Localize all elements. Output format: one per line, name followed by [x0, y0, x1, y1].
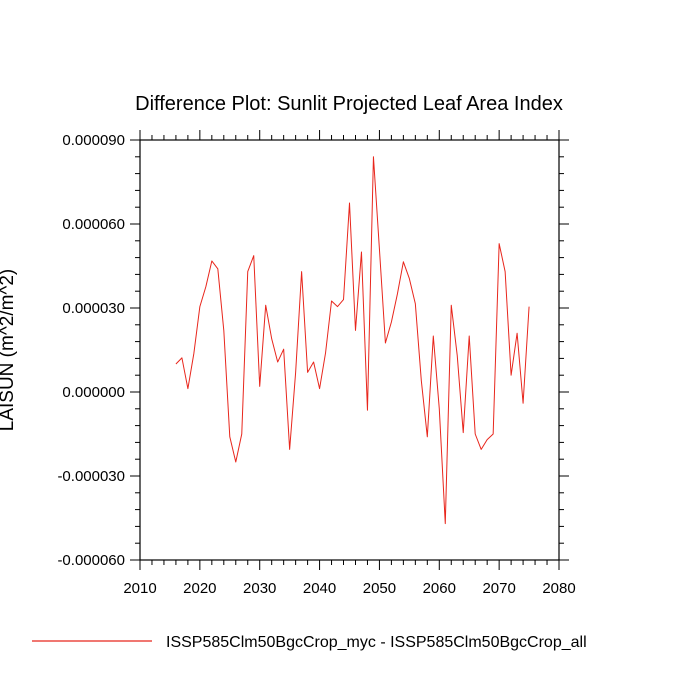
y-tick-label: 0.000060	[62, 216, 125, 233]
x-tick-label: 2060	[423, 580, 456, 597]
y-tick-label: -0.000030	[57, 468, 125, 485]
x-tick-label: 2080	[542, 580, 575, 597]
series-layer	[175, 156, 530, 525]
legend-entry: ISSP585Clm50BgcCrop_myc - ISSP585Clm50Bg…	[166, 634, 587, 651]
x-tick-label: 2070	[482, 580, 515, 597]
x-tick-label: 2020	[183, 580, 216, 597]
axis-tick-labels: 2010 2020 2030 2040 2050 2060 2070 2080 -0.00006…	[57, 132, 575, 597]
y-tick-label: 0.000030	[62, 300, 125, 317]
x-tick-label: 2010	[123, 580, 156, 597]
y-tick-label: -0.000060	[57, 552, 125, 569]
y-tick-label: 0.000090	[62, 132, 125, 149]
chart-title: Difference Plot: Sunlit Projected Leaf A…	[135, 93, 563, 115]
legend: ISSP585Clm50BgcCrop_myc - ISSP585Clm50Bg…	[32, 634, 587, 651]
y-tick-label: 0.000000	[62, 384, 125, 401]
x-tick-label: 2040	[303, 580, 336, 597]
series-line	[175, 156, 530, 525]
plot-frame	[139, 139, 560, 561]
axis-ticks	[130, 130, 569, 570]
x-tick-label: 2050	[363, 580, 396, 597]
y-axis-label: LAISUN (m^2/m^2)	[0, 269, 18, 431]
x-tick-label: 2030	[243, 580, 276, 597]
